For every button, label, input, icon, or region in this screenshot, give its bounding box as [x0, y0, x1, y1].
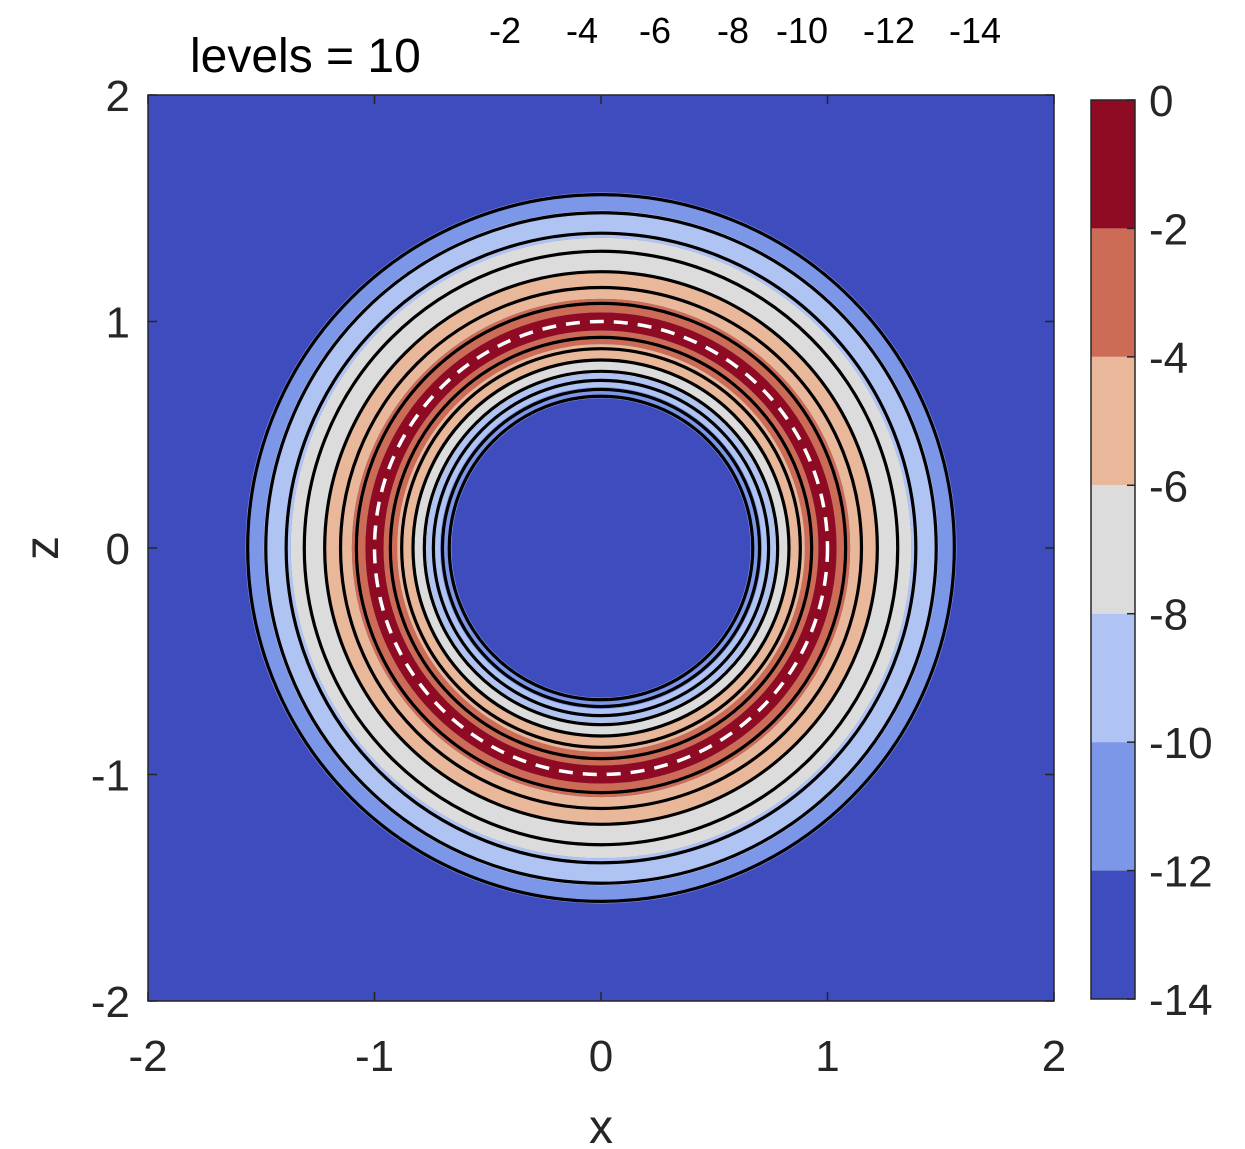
colorbar-tick-label: -2 — [1149, 205, 1188, 254]
dashed-circle — [372, 319, 830, 777]
title-exponent: -12 — [863, 10, 915, 51]
title-prefix: levels = 10 — [190, 30, 421, 83]
title-exponent: -10 — [776, 10, 828, 51]
colorbar-band — [1091, 228, 1135, 357]
colorbar-band — [1091, 613, 1135, 743]
y-tick-label: 2 — [106, 72, 130, 121]
contour-line-6 — [354, 301, 848, 795]
contour-line-7 — [388, 335, 814, 761]
title-exponent: -6 — [639, 10, 671, 51]
contour-line-9 — [411, 358, 791, 738]
contour-line-12 — [440, 387, 762, 709]
colorbar-band — [1091, 485, 1135, 614]
contour-line-10 — [422, 369, 780, 727]
chart-title: levels = 10 -2 -4 -6 -8 -10 -12 -14 — [190, 10, 1001, 83]
contour-line-5 — [338, 285, 864, 811]
colorbar-tick-label: -6 — [1149, 462, 1188, 511]
colorbar-band — [1091, 100, 1135, 229]
x-tick-label: -2 — [128, 1032, 167, 1081]
colorbar-tick-label: -4 — [1149, 334, 1188, 383]
contour-line-2 — [284, 231, 918, 865]
contour-line-1 — [264, 211, 938, 885]
colorbar-tick-label: -14 — [1149, 976, 1213, 1025]
colorbar-band — [1091, 356, 1135, 486]
contour-line-4 — [323, 270, 879, 826]
y-tick-label: 0 — [106, 525, 130, 574]
contour-line-0 — [246, 193, 956, 903]
colorbar-band — [1091, 742, 1135, 871]
colorbar — [1090, 99, 1136, 1000]
y-tick-label: 1 — [106, 299, 130, 348]
title-exponent: -14 — [949, 10, 1001, 51]
title-exponent: -2 — [489, 10, 521, 51]
contour-line-13 — [447, 394, 755, 702]
contour-line-3 — [302, 249, 900, 847]
colorbar-tick-label: -8 — [1149, 591, 1188, 640]
y-tick-label: -2 — [91, 978, 130, 1027]
x-axis-label: x — [589, 1101, 613, 1149]
colorbar-tick-label: 0 — [1149, 77, 1173, 126]
x-tick-label: -1 — [355, 1032, 394, 1081]
colorbar-tick-label: -10 — [1149, 719, 1213, 768]
x-tick-label: 0 — [589, 1032, 613, 1081]
title-exponent: -8 — [717, 10, 749, 51]
z-axis-label: z — [16, 536, 69, 560]
x-tick-label: 1 — [815, 1032, 839, 1081]
colorbar-tick-label: -12 — [1149, 848, 1213, 897]
y-tick-label: -1 — [91, 752, 130, 801]
colorbar-band — [1091, 870, 1135, 999]
contour-line-8 — [400, 347, 802, 749]
title-exponent: -4 — [566, 10, 598, 51]
colorbar-frame — [1090, 99, 1136, 1000]
contour-line-11 — [431, 378, 771, 718]
x-tick-label: 2 — [1042, 1032, 1066, 1081]
